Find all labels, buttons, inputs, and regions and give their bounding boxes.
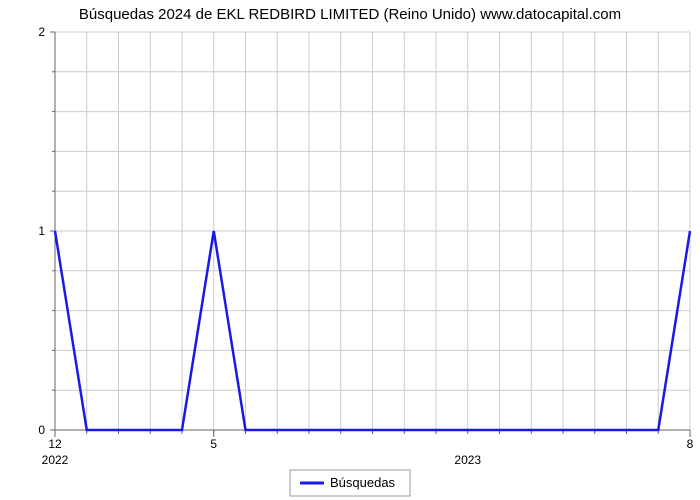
- x-year-label: 2023: [454, 453, 481, 467]
- chart-title: Búsquedas 2024 de EKL REDBIRD LIMITED (R…: [0, 6, 700, 23]
- chart-container: Búsquedas 2024 de EKL REDBIRD LIMITED (R…: [0, 0, 700, 500]
- y-tick-label: 0: [38, 423, 45, 437]
- legend-label: Búsquedas: [330, 475, 396, 490]
- y-tick-label: 1: [38, 224, 45, 238]
- chart-svg: 012125820222023Búsquedas: [0, 0, 700, 500]
- x-year-label: 2022: [42, 453, 69, 467]
- x-tick-label: 5: [210, 437, 217, 451]
- x-tick-label: 12: [48, 437, 62, 451]
- y-tick-label: 2: [38, 25, 45, 39]
- x-tick-label: 8: [687, 437, 694, 451]
